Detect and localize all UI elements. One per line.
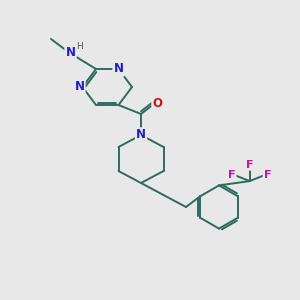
Text: N: N — [65, 46, 76, 59]
Text: F: F — [264, 170, 272, 180]
Text: F: F — [246, 160, 253, 170]
Text: N: N — [136, 128, 146, 142]
Text: H: H — [76, 42, 83, 51]
Text: F: F — [228, 170, 236, 180]
Text: O: O — [152, 97, 163, 110]
Text: N: N — [74, 80, 85, 94]
Text: N: N — [113, 62, 124, 76]
